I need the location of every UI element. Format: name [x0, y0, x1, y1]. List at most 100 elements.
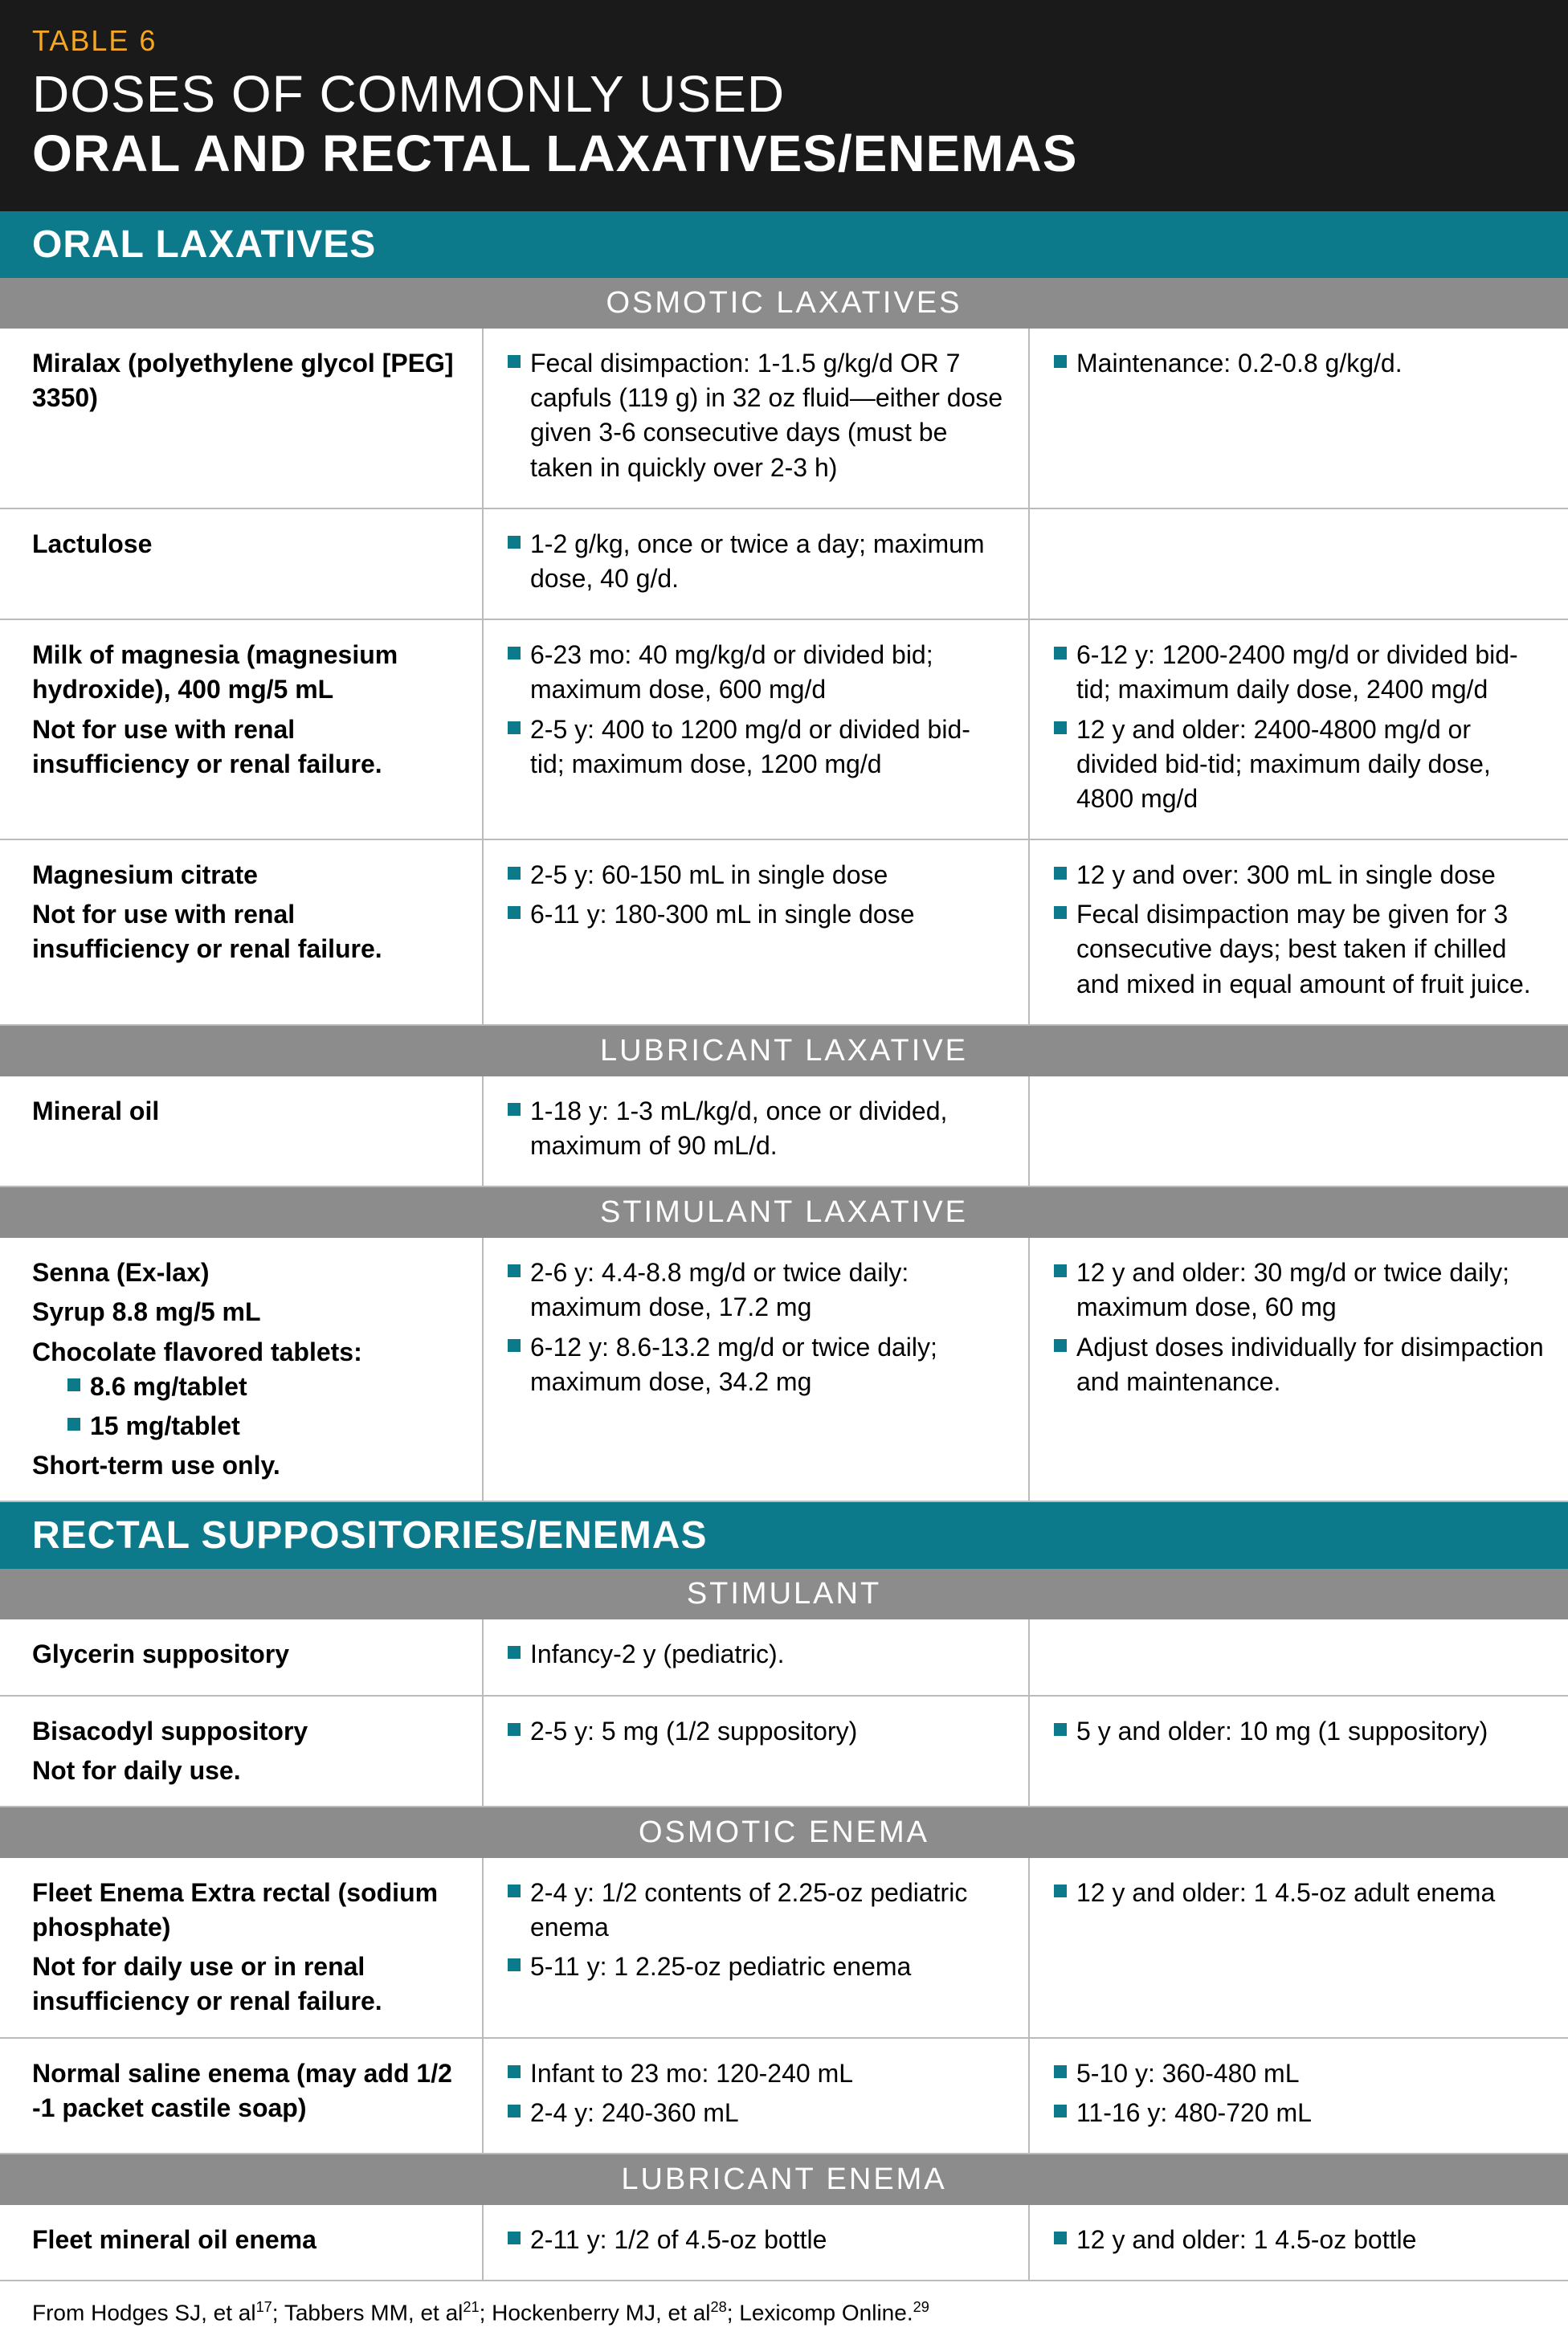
- dose-cell-2: 5 y and older: 10 mg (1 suppository): [1028, 1697, 1568, 1806]
- category-header: LUBRICANT ENEMA: [0, 2154, 1568, 2205]
- bullet-text: 6-12 y: 8.6-13.2 mg/d or twice daily; ma…: [530, 1330, 1004, 1399]
- bullet-item: 12 y and older: 30 mg/d or twice daily; …: [1054, 1256, 1544, 1325]
- drug-subtext: Chocolate flavored tablets:: [32, 1335, 458, 1370]
- bullet-text: Fecal disimpaction: 1-1.5 g/kg/d OR 7 ca…: [530, 346, 1004, 485]
- category-header: OSMOTIC ENEMA: [0, 1807, 1568, 1858]
- bullet-item: 12 y and older: 2400-4800 mg/d or divide…: [1054, 713, 1544, 817]
- bullet-item: 2-11 y: 1/2 of 4.5-oz bottle: [508, 2223, 1004, 2257]
- drug-subtext: Not for daily use.: [32, 1754, 458, 1788]
- table-number-label: TABLE 6: [32, 24, 1536, 58]
- table-title-line1: DOSES OF COMMONLY USED: [32, 64, 1536, 124]
- bullet-item: 1-2 g/kg, once or twice a day; maximum d…: [508, 527, 1004, 596]
- dose-cell-1: Infancy-2 y (pediatric).: [482, 1619, 1028, 1694]
- table-row: Senna (Ex-lax) Syrup 8.8 mg/5 mL Chocolate…: [0, 1238, 1568, 1502]
- citation-footer: From Hodges SJ, et al17; Tabbers MM, et …: [0, 2281, 1568, 2343]
- table-row: Milk of magnesia (magnesium hydroxide), …: [0, 620, 1568, 840]
- dose-cell-1: 2-4 y: 1/2 contents of 2.25-oz pediatric…: [482, 1858, 1028, 2037]
- bullet-text: 15 mg/tablet: [90, 1409, 240, 1444]
- bullet-item: 12 y and over: 300 mL in single dose: [1054, 858, 1544, 892]
- bullet-text: 2-4 y: 1/2 contents of 2.25-oz pediatric…: [530, 1876, 1004, 1945]
- bullet-item: 6-23 mo: 40 mg/kg/d or divided bid; maxi…: [508, 638, 1004, 707]
- drug-name-cell: Magnesium citrateNot for use with renal …: [0, 840, 482, 1024]
- dose-cell-2: 12 y and older: 30 mg/d or twice daily; …: [1028, 1238, 1568, 1501]
- bullet-square-icon: [508, 2232, 521, 2244]
- bullet-item: 12 y and older: 1 4.5-oz bottle: [1054, 2223, 1544, 2257]
- drug-name: Senna (Ex-lax): [32, 1256, 458, 1290]
- bullet-text: 5-10 y: 360-480 mL: [1076, 2056, 1300, 2091]
- category-header: OSMOTIC LAXATIVES: [0, 278, 1568, 329]
- bullet-square-icon: [1054, 721, 1067, 734]
- bullet-square-icon: [508, 647, 521, 660]
- table-row: Miralax (polyethylene glycol [PEG] 3350)…: [0, 329, 1568, 509]
- drug-subtext: Not for use with renal insufficiency or …: [32, 897, 458, 966]
- bullet-text: 12 y and older: 1 4.5-oz bottle: [1076, 2223, 1416, 2257]
- bullet-item: 6-12 y: 8.6-13.2 mg/d or twice daily; ma…: [508, 1330, 1004, 1399]
- dose-cell-1: Infant to 23 mo: 120-240 mL 2-4 y: 240-36…: [482, 2039, 1028, 2153]
- bullet-square-icon: [1054, 2232, 1067, 2244]
- bullet-text: 5-11 y: 1 2.25-oz pediatric enema: [530, 1950, 911, 1984]
- table-row: Normal saline enema (may add 1/2 -1 pack…: [0, 2039, 1568, 2154]
- bullet-item: 8.6 mg/tablet: [67, 1370, 458, 1404]
- drug-name-cell: Bisacodyl suppositoryNot for daily use.: [0, 1697, 482, 1806]
- dose-cell-1: Fecal disimpaction: 1-1.5 g/kg/d OR 7 ca…: [482, 329, 1028, 508]
- bullet-square-icon: [508, 1103, 521, 1116]
- bullet-text: 2-5 y: 60-150 mL in single dose: [530, 858, 888, 892]
- bullet-square-icon: [508, 2105, 521, 2117]
- table-row: Fleet Enema Extra rectal (sodium phospha…: [0, 1858, 1568, 2039]
- section-header: ORAL LAXATIVES: [0, 211, 1568, 278]
- bullet-square-icon: [67, 1378, 80, 1391]
- dose-cell-2: 12 y and older: 1 4.5-oz bottle: [1028, 2205, 1568, 2280]
- drug-subtext: Short-term use only.: [32, 1448, 458, 1483]
- bullet-item: 2-5 y: 60-150 mL in single dose: [508, 858, 1004, 892]
- dose-cell-1: 2-11 y: 1/2 of 4.5-oz bottle: [482, 2205, 1028, 2280]
- bullet-square-icon: [508, 2065, 521, 2078]
- bullet-item: 6-12 y: 1200-2400 mg/d or divided bid-ti…: [1054, 638, 1544, 707]
- bullet-text: 12 y and older: 2400-4800 mg/d or divide…: [1076, 713, 1544, 817]
- dose-cell-2: 5-10 y: 360-480 mL11-16 y: 480-720 mL: [1028, 2039, 1568, 2153]
- bullet-square-icon: [1054, 355, 1067, 368]
- drug-subtext: Syrup 8.8 mg/5 mL: [32, 1295, 458, 1329]
- bullet-square-icon: [508, 1723, 521, 1736]
- bullet-item: 1-18 y: 1-3 mL/kg/d, once or divided, ma…: [508, 1094, 1004, 1163]
- drug-name-cell: Mineral oil: [0, 1076, 482, 1186]
- bullet-text: 2-11 y: 1/2 of 4.5-oz bottle: [530, 2223, 827, 2257]
- bullet-square-icon: [1054, 2105, 1067, 2117]
- bullet-square-icon: [508, 1646, 521, 1659]
- category-header: STIMULANT LAXATIVE: [0, 1187, 1568, 1238]
- bullet-text: 12 y and over: 300 mL in single dose: [1076, 858, 1496, 892]
- table-row: Fleet mineral oil enema 2-11 y: 1/2 of 4.…: [0, 2205, 1568, 2281]
- bullet-square-icon: [1054, 1885, 1067, 1897]
- bullet-item: 6-11 y: 180-300 mL in single dose: [508, 897, 1004, 932]
- bullet-item: 5 y and older: 10 mg (1 suppository): [1054, 1714, 1544, 1749]
- dose-cell-1: 6-23 mo: 40 mg/kg/d or divided bid; maxi…: [482, 620, 1028, 839]
- drug-name-cell: Fleet mineral oil enema: [0, 2205, 482, 2280]
- bullet-item: Adjust doses individually for disimpacti…: [1054, 1330, 1544, 1399]
- table-row: Magnesium citrateNot for use with renal …: [0, 840, 1568, 1026]
- bullet-text: Adjust doses individually for disimpacti…: [1076, 1330, 1544, 1399]
- table-title-line2: ORAL AND RECTAL LAXATIVES/ENEMAS: [32, 124, 1536, 183]
- drug-name-cell: Glycerin suppository: [0, 1619, 482, 1694]
- drug-name: Lactulose: [32, 527, 458, 561]
- drug-name: Glycerin suppository: [32, 1637, 458, 1672]
- bullet-item: 2-6 y: 4.4-8.8 mg/d or twice daily: maxi…: [508, 1256, 1004, 1325]
- table-row: Bisacodyl suppositoryNot for daily use.2…: [0, 1697, 1568, 1807]
- bullet-text: 2-6 y: 4.4-8.8 mg/d or twice daily: maxi…: [530, 1256, 1004, 1325]
- dose-cell-2: [1028, 509, 1568, 619]
- bullet-square-icon: [508, 1885, 521, 1897]
- drug-name: Mineral oil: [32, 1094, 458, 1129]
- bullet-item: 5-10 y: 360-480 mL: [1054, 2056, 1544, 2091]
- bullet-text: Infancy-2 y (pediatric).: [530, 1637, 785, 1672]
- bullet-item: Fecal disimpaction may be given for 3 co…: [1054, 897, 1544, 1002]
- bullet-text: 2-4 y: 240-360 mL: [530, 2096, 739, 2130]
- dose-cell-1: 2-6 y: 4.4-8.8 mg/d or twice daily: maxi…: [482, 1238, 1028, 1501]
- bullet-text: 6-11 y: 180-300 mL in single dose: [530, 897, 915, 932]
- table-row: Mineral oil 1-18 y: 1-3 mL/kg/d, once or …: [0, 1076, 1568, 1187]
- bullet-text: Maintenance: 0.2-0.8 g/kg/d.: [1076, 346, 1403, 381]
- dose-cell-2: Maintenance: 0.2-0.8 g/kg/d.: [1028, 329, 1568, 508]
- bullet-text: 8.6 mg/tablet: [90, 1370, 247, 1404]
- bullet-text: Infant to 23 mo: 120-240 mL: [530, 2056, 853, 2091]
- bullet-square-icon: [1054, 2065, 1067, 2078]
- category-header: LUBRICANT LAXATIVE: [0, 1026, 1568, 1076]
- section-header: RECTAL SUPPOSITORIES/ENEMAS: [0, 1502, 1568, 1569]
- dose-cell-2: [1028, 1076, 1568, 1186]
